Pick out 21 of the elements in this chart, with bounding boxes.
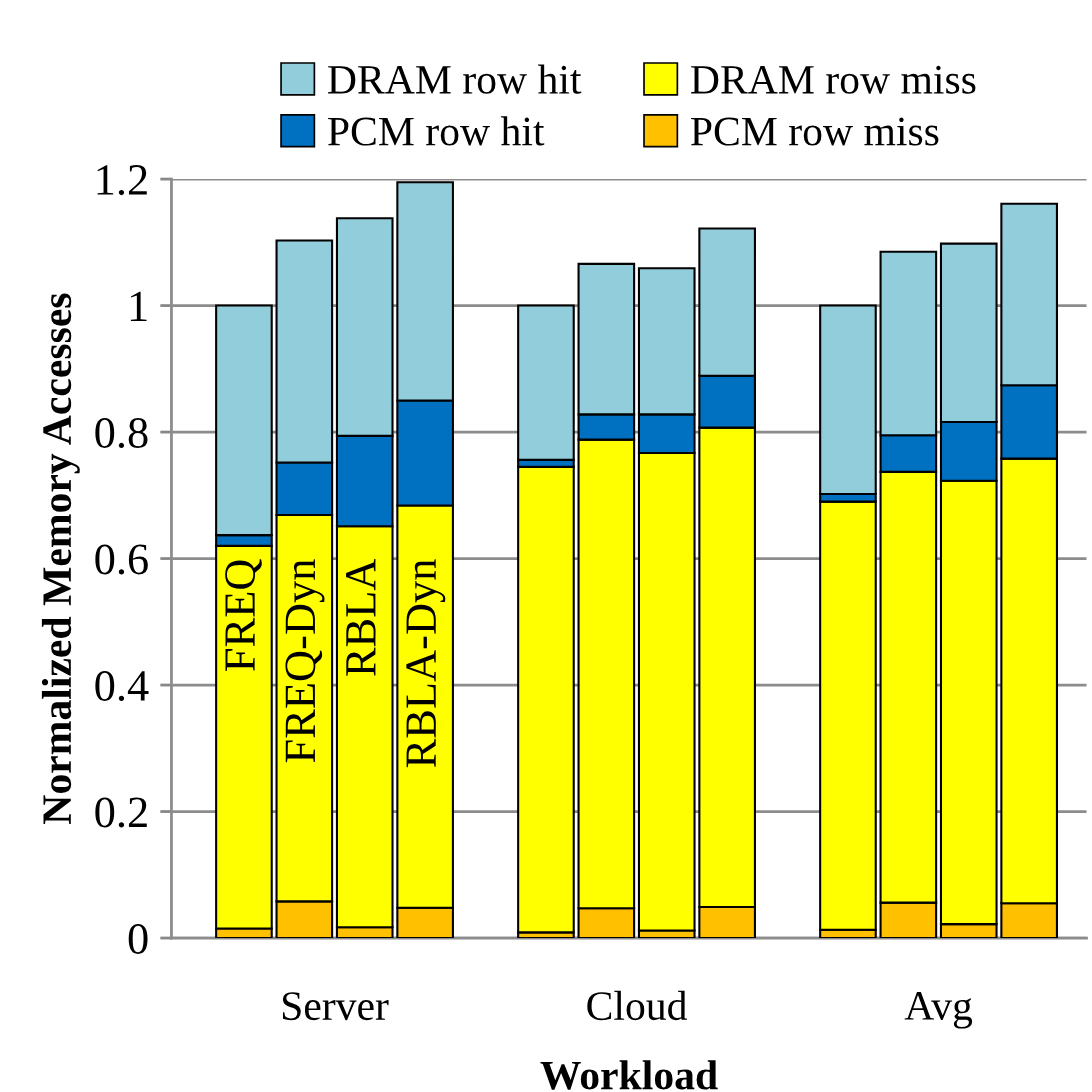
text: Avg — [904, 992, 973, 1029]
y-tick-label: 0.6 — [95, 544, 148, 575]
legend-label: PCM row miss — [691, 117, 939, 146]
legend-label: PCM row hit — [328, 116, 545, 146]
y-tick-label: 0.2 — [95, 797, 147, 828]
text: Server — [282, 992, 389, 1021]
y-tick-label: 1.2 — [97, 165, 147, 196]
x-tick-label: FREQ — [225, 559, 262, 671]
x-axis-title: Workload — [540, 1060, 718, 1090]
legend-label: DRAM row miss — [691, 65, 976, 94]
x-tick-label: FREQ-Dyn — [285, 559, 325, 763]
x-tick-label: RBLA-Dyn — [406, 559, 446, 768]
y-tick-label: 0.8 — [95, 417, 148, 449]
y-tick-label: 0.4 — [95, 670, 149, 702]
x-tick-label: RBLA — [346, 558, 376, 676]
bar — [517, 465, 575, 934]
text: Cloud — [587, 990, 687, 1021]
y-tick-label: 0 — [128, 923, 148, 954]
y-tick-label: 1 — [130, 291, 147, 321]
legend-label: DRAM row hit — [328, 64, 582, 94]
y-axis-title: Normalized Memory Accesses — [41, 293, 80, 824]
